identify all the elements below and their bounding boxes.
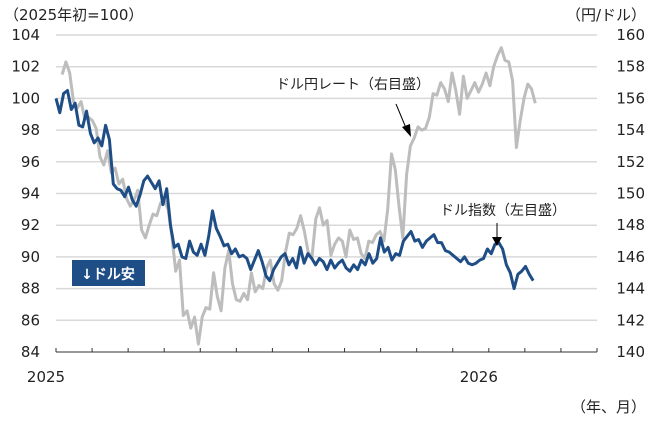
dollar-index-line [54, 89, 535, 291]
right-tick-label: 150 [616, 185, 645, 203]
x-unit-label: （年、月） [571, 398, 646, 416]
dxy-arrow [492, 223, 502, 246]
left-tick-label: 88 [21, 280, 40, 298]
left-axis-ticks: 84 86 88 90 92 94 96 98 100 102 104 [11, 26, 40, 361]
dollar-weak-label: ↓ドル安 [81, 266, 135, 283]
right-unit-label: （円/ドル） [566, 6, 646, 24]
left-tick-label: 104 [11, 26, 40, 44]
usdjpy-annotation: ドル円レート（右目盛） [276, 77, 430, 93]
dollar-weak-badge: ↓ドル安 [72, 260, 145, 286]
series-lines [54, 46, 537, 346]
left-tick-label: 102 [11, 58, 40, 76]
right-tick-label: 154 [616, 121, 645, 139]
right-axis-ticks: 140 142 144 146 148 150 152 154 156 158 160 [616, 26, 645, 361]
right-tick-label: 146 [616, 248, 645, 266]
right-tick-label: 140 [616, 343, 645, 361]
usdjpy-arrow [395, 103, 411, 137]
x-tick-label: 2026 [460, 368, 498, 386]
left-tick-label: 94 [21, 185, 40, 203]
usdjpy-line [60, 46, 537, 346]
right-tick-label: 156 [616, 89, 645, 107]
dxy-annotation: ドル指数（左目盛） [440, 203, 566, 219]
left-tick-label: 90 [21, 248, 40, 266]
right-tick-label: 148 [616, 216, 645, 234]
x-tick-label: 2025 [27, 368, 65, 386]
left-tick-label: 98 [21, 121, 40, 139]
gridlines [56, 34, 597, 322]
right-tick-label: 152 [616, 153, 645, 171]
right-tick-label: 142 [616, 311, 645, 329]
right-tick-label: 144 [616, 280, 645, 298]
x-axis: 2025 2026 [27, 348, 598, 386]
left-tick-label: 86 [21, 311, 40, 329]
left-tick-label: 100 [11, 89, 40, 107]
left-unit-label: （2025年初=100） [4, 6, 143, 24]
right-tick-label: 160 [616, 26, 645, 44]
left-tick-label: 92 [21, 216, 40, 234]
left-tick-label: 84 [21, 343, 40, 361]
left-tick-label: 96 [21, 153, 40, 171]
right-tick-label: 158 [616, 58, 645, 76]
